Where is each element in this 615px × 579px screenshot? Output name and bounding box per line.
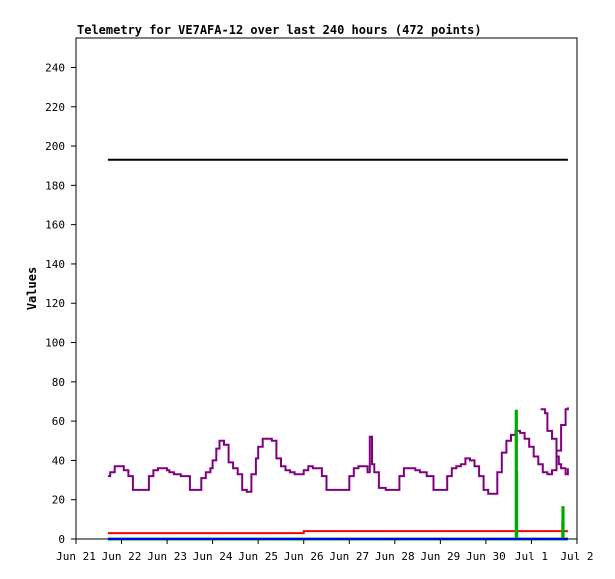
- y-tick-label: 240: [45, 61, 65, 74]
- x-tick-label: Jun 27: [329, 550, 369, 563]
- series-line-3: [107, 530, 568, 535]
- x-tick-label: Jun 29: [420, 550, 460, 563]
- y-tick-label: 200: [45, 140, 65, 153]
- y-tick-label: 100: [45, 337, 65, 350]
- x-tick-label: Jun 24: [193, 550, 233, 563]
- series-group: [107, 158, 569, 541]
- series-line-2-tail: [540, 408, 569, 476]
- y-axis: 0 20 40 60 80 100 120 140 160 180 200 220 240: [45, 61, 76, 546]
- y-tick-label: 40: [52, 454, 65, 467]
- y-tick-label: 220: [45, 101, 65, 114]
- y-axis-title: Values: [25, 267, 39, 310]
- y-tick-label: 160: [45, 219, 65, 232]
- x-tick-label: Jun 30: [466, 550, 506, 563]
- x-tick-label: Jun 25: [238, 550, 278, 563]
- x-axis: Jun 21 Jun 22 Jun 23 Jun 24 Jun 25 Jun 26 Jun …: [56, 539, 594, 563]
- x-tick-label: Jul 2: [560, 550, 593, 563]
- chart-title: Telemetry for VE7AFA-12 over last 240 ho…: [77, 23, 482, 37]
- x-tick-label: Jun 26: [284, 550, 324, 563]
- y-tick-label: 60: [52, 415, 65, 428]
- y-tick-label: 120: [45, 297, 65, 310]
- y-tick-label: 0: [58, 533, 65, 546]
- x-tick-label: Jun 23: [147, 550, 187, 563]
- y-tick-label: 180: [45, 179, 65, 192]
- y-tick-label: 20: [52, 494, 65, 507]
- y-tick-label: 80: [52, 376, 65, 389]
- y-tick-label: 140: [45, 258, 65, 271]
- x-tick-label: Jun 21: [56, 550, 96, 563]
- x-tick-label: Jul 1: [515, 550, 548, 563]
- x-tick-label: Jun 22: [102, 550, 142, 563]
- x-tick-label: Jun 28: [375, 550, 415, 563]
- series-line-2: [107, 407, 569, 495]
